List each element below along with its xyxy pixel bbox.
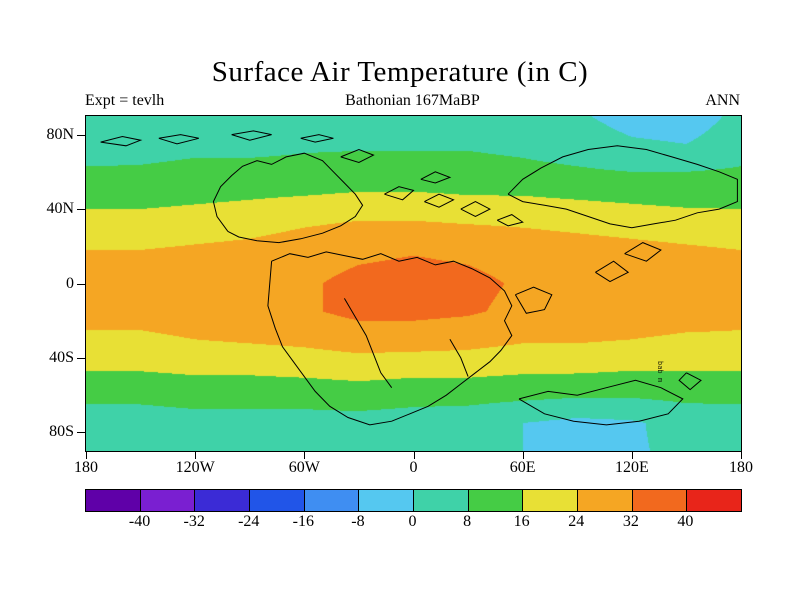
coastline-path xyxy=(678,372,702,391)
colorbar-tick-label: -16 xyxy=(292,513,314,530)
coastline-path xyxy=(595,260,630,283)
coastline-overlay xyxy=(100,130,738,426)
colorbar-segment xyxy=(249,490,304,511)
experiment-label: Expt = tevlh xyxy=(85,92,165,109)
lat-tick-mark xyxy=(77,209,85,211)
coastline-path xyxy=(496,214,524,227)
lat-tick-mark xyxy=(77,357,85,359)
coastline-path xyxy=(449,339,469,377)
colorbar-tick-label: -24 xyxy=(238,513,260,530)
temperature-heatmap-canvas xyxy=(86,116,741,451)
lon-tick-mark xyxy=(195,452,197,459)
lat-tick-mark xyxy=(77,283,85,285)
coastline-path xyxy=(100,135,143,147)
coastline-path xyxy=(158,134,199,145)
coastline-path xyxy=(507,145,738,229)
lon-tick-mark xyxy=(741,452,742,459)
colorbar-tick-label: 32 xyxy=(622,513,639,530)
colorbar-segment xyxy=(86,490,140,511)
colorbar-tick-label: -40 xyxy=(128,513,151,530)
colorbar-tick-label: -32 xyxy=(183,513,205,530)
lat-tick-label: 0 xyxy=(66,274,74,292)
lat-tick-label: 40S xyxy=(49,348,74,366)
lon-tick-mark xyxy=(304,452,306,459)
colorbar-tick-label: 0 xyxy=(408,513,417,530)
lon-tick-mark xyxy=(522,452,524,459)
coastline-path xyxy=(624,242,662,262)
lat-tick-label: 80S xyxy=(49,423,74,441)
coastline-path xyxy=(420,171,452,184)
coastline-path xyxy=(514,286,553,314)
lon-tick-label: 120E xyxy=(614,459,649,476)
lon-tick-mark xyxy=(86,452,87,459)
map-plot-area: bab m xyxy=(85,115,742,452)
page-title: Surface Air Temperature (in C) xyxy=(211,56,589,88)
colorbar-segment xyxy=(303,490,359,511)
lon-tick-label: 0 xyxy=(409,459,418,476)
lon-tick-mark xyxy=(631,452,633,459)
lon-tick-label: 60W xyxy=(288,459,320,476)
colorbar-tick-label: 40 xyxy=(677,513,694,530)
lat-tick-label: 40N xyxy=(46,200,74,218)
coastline-path xyxy=(340,148,375,164)
lon-tick-label: 60E xyxy=(509,459,536,476)
coastline-path xyxy=(300,134,334,143)
lat-tick-mark xyxy=(77,134,85,136)
colorbar-tick-label: -8 xyxy=(351,513,365,530)
colorbar-segment xyxy=(139,490,195,511)
colorbar-segment xyxy=(577,490,632,511)
map-watermark: bab m xyxy=(656,361,664,383)
colorbar-labels: -40 -32 -24 -16 -8 0 8 16 24 32 40 xyxy=(85,513,740,535)
colorbar-segment xyxy=(686,490,742,511)
lat-tick-mark xyxy=(77,432,85,434)
coastline-path xyxy=(460,201,491,218)
coastline-path xyxy=(212,152,364,244)
colorbar-segment xyxy=(194,490,250,511)
colorbar-segment xyxy=(522,490,578,511)
colorbar-tick-label: 8 xyxy=(463,513,472,530)
lon-tick-label: 180 xyxy=(74,459,98,476)
coastline-path xyxy=(384,186,415,201)
coastline-path xyxy=(518,379,684,426)
temperature-colorbar xyxy=(85,489,742,512)
plot-subtitle: Bathonian 167MaBP xyxy=(345,92,480,109)
colorbar-segment xyxy=(413,490,468,511)
season-label: ANN xyxy=(705,92,740,109)
lon-tick-mark xyxy=(413,452,415,459)
colorbar-segment xyxy=(358,490,414,511)
colorbar-tick-label: 16 xyxy=(513,513,530,530)
coastline-path xyxy=(424,193,455,208)
colorbar-segment xyxy=(631,490,687,511)
coastline-path xyxy=(231,130,272,141)
colorbar-segment xyxy=(467,490,523,511)
coastline-path xyxy=(343,298,393,388)
lon-tick-label: 120W xyxy=(175,459,215,476)
colorbar-tick-label: 24 xyxy=(568,513,585,530)
coastline-path xyxy=(267,251,513,426)
lat-tick-label: 80N xyxy=(46,125,74,143)
lon-tick-label: 180 xyxy=(729,459,753,476)
